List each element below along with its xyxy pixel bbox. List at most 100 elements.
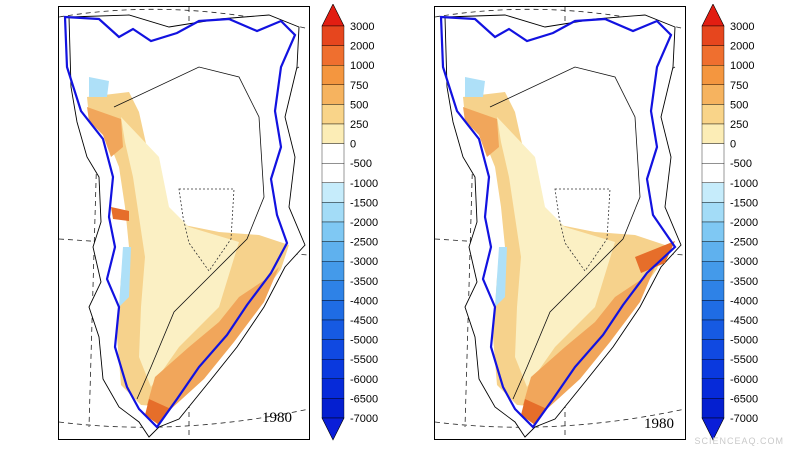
colorbar-segment (321, 123, 345, 144)
dark-orange-west-right (463, 107, 499, 157)
colorbar-tick-label: -4500 (730, 315, 758, 327)
colorbar-segment (701, 162, 725, 183)
colorbar-tick-label: 3000 (730, 21, 754, 33)
colorbar-tick-label: 750 (730, 80, 748, 92)
ice-margin-left (63, 15, 297, 429)
colorbar-svg-left: 3000 2000 1000 750 500 250 0 -500 -1000 -1500 -200… (321, 3, 378, 441)
interior-outline-left (178, 188, 235, 272)
colorbar-tick-label: -1000 (730, 178, 758, 190)
colorbar-segment (701, 143, 725, 164)
colorbar-segment (321, 221, 345, 242)
colorbar-tick-label: 2000 (350, 41, 374, 53)
colorbar-segment (701, 261, 725, 282)
colorbar-tick-label: 250 (350, 119, 368, 131)
dark-orange-west-left (87, 107, 123, 157)
colorbar-segment (701, 65, 725, 86)
dark-orange-south-right (523, 267, 655, 409)
colorbar-tick-label: 0 (350, 139, 356, 151)
blue-northwest-right (465, 77, 485, 97)
dark-orange-west-notch-left (111, 207, 129, 221)
colorbar-segment (701, 202, 725, 223)
dark-orange-tip-left (145, 399, 171, 425)
colorbar-tick-label: -2500 (350, 237, 378, 249)
colorbar-segment (701, 300, 725, 321)
colorbar-segment (321, 359, 345, 380)
colorbar-tick-label: -1500 (350, 197, 378, 209)
colorbar-segment (321, 261, 345, 282)
colorbar-tick-label: -6000 (350, 374, 378, 386)
colorbar-segment (701, 241, 725, 262)
colorbar-segment (321, 162, 345, 183)
colorbar-tick-label: 1000 (350, 60, 374, 72)
colorbar-segment (321, 143, 345, 164)
colorbar-tick-label: -7000 (350, 413, 378, 425)
colorbar-tick-label: -5000 (350, 335, 378, 347)
colorbar-segment (701, 45, 725, 66)
blue-northwest-left (89, 77, 109, 97)
year-label-left: 1980 (262, 410, 292, 426)
map-frame-right (434, 6, 686, 440)
colorbar-segment (701, 280, 725, 301)
colorbar-tick-label: 2000 (730, 41, 754, 53)
colorbar-tick-label: 500 (730, 99, 748, 111)
light-yellow-interior-left (121, 117, 239, 387)
colorbar-tick-label: -2500 (730, 237, 758, 249)
colorbar-segment (701, 84, 725, 105)
colorbar-segment (701, 398, 725, 419)
colorbar-tick-label: 3000 (350, 21, 374, 33)
colorbar-tick-label: -4500 (350, 315, 378, 327)
elevation-contour-right (489, 66, 641, 400)
colorbar-top-arrow (701, 3, 725, 27)
colorbar-segment (701, 339, 725, 360)
colorbar-segment (701, 25, 725, 46)
blue-west-left (119, 247, 131, 307)
colorbar-segment (321, 65, 345, 86)
colorbar-tick-label: -3000 (350, 256, 378, 268)
greenland-map-left (59, 7, 309, 439)
colorbar-tick-label: -6000 (730, 374, 758, 386)
colorbar-segment (701, 319, 725, 340)
colorbar-svg-right: 3000 2000 1000 750 500 250 0 -500 -1000 -1500 -200… (701, 3, 758, 441)
watermark: SCIENCEAQ.COM (694, 436, 784, 446)
colorbar-tick-label: -2000 (350, 217, 378, 229)
colorbar-tick-label: 0 (730, 139, 736, 151)
colorbar-segment (321, 182, 345, 203)
colorbar-top-arrow (321, 3, 345, 27)
colorbar-segment (701, 182, 725, 203)
colorbar-segment (321, 398, 345, 419)
colorbar-segment (701, 221, 725, 242)
colorbar-segment (321, 378, 345, 399)
colorbar-tick-label: -3500 (350, 276, 378, 288)
colorbar-tick-label: -1500 (730, 197, 758, 209)
colorbar-segment (321, 84, 345, 105)
colorbar-tick-label: -5500 (730, 354, 758, 366)
colorbar-right: 3000 2000 1000 750 500 250 0 -500 -1000 -1500 -200… (698, 3, 778, 444)
colorbar-segment (321, 104, 345, 125)
colorbar-tick-label: -3000 (730, 256, 758, 268)
colorbar-bottom-arrow (701, 417, 725, 441)
colorbar-segment (701, 378, 725, 399)
colorbar-tick-label: -6500 (730, 393, 758, 405)
colorbar-tick-label: 750 (350, 80, 368, 92)
colorbar-tick-label: 1000 (730, 60, 754, 72)
map-frame-left (58, 6, 310, 440)
interior-outline-right (554, 188, 611, 272)
colorbar-tick-label: -7000 (730, 413, 758, 425)
year-label-right: 1980 (644, 416, 674, 432)
colorbar-segment (321, 45, 345, 66)
colorbar-tick-label: -3500 (730, 276, 758, 288)
map-panel-left: 1980 3000 2000 1000 750 500 250 0 -500 -1000 -150… (58, 3, 398, 444)
colorbar-tick-label: -500 (350, 158, 372, 170)
greenland-map-right (435, 7, 685, 439)
colorbar-left: 3000 2000 1000 750 500 250 0 -500 -1000 -1500 -200… (318, 3, 398, 444)
colorbar-tick-label: -2000 (730, 217, 758, 229)
ice-margin-right (439, 15, 677, 429)
colorbar-segment (321, 319, 345, 340)
map-panel-right: 1980 3000 2000 1000 750 500 250 0 -500 -1000 -150… (376, 0, 776, 450)
colorbar-tick-label: -500 (730, 158, 752, 170)
dark-orange-south-left (147, 267, 279, 409)
colorbar-segment (701, 123, 725, 144)
colorbar-tick-label: -5500 (350, 354, 378, 366)
colorbar-tick-label: -4000 (350, 295, 378, 307)
colorbar-bottom-arrow (321, 417, 345, 441)
